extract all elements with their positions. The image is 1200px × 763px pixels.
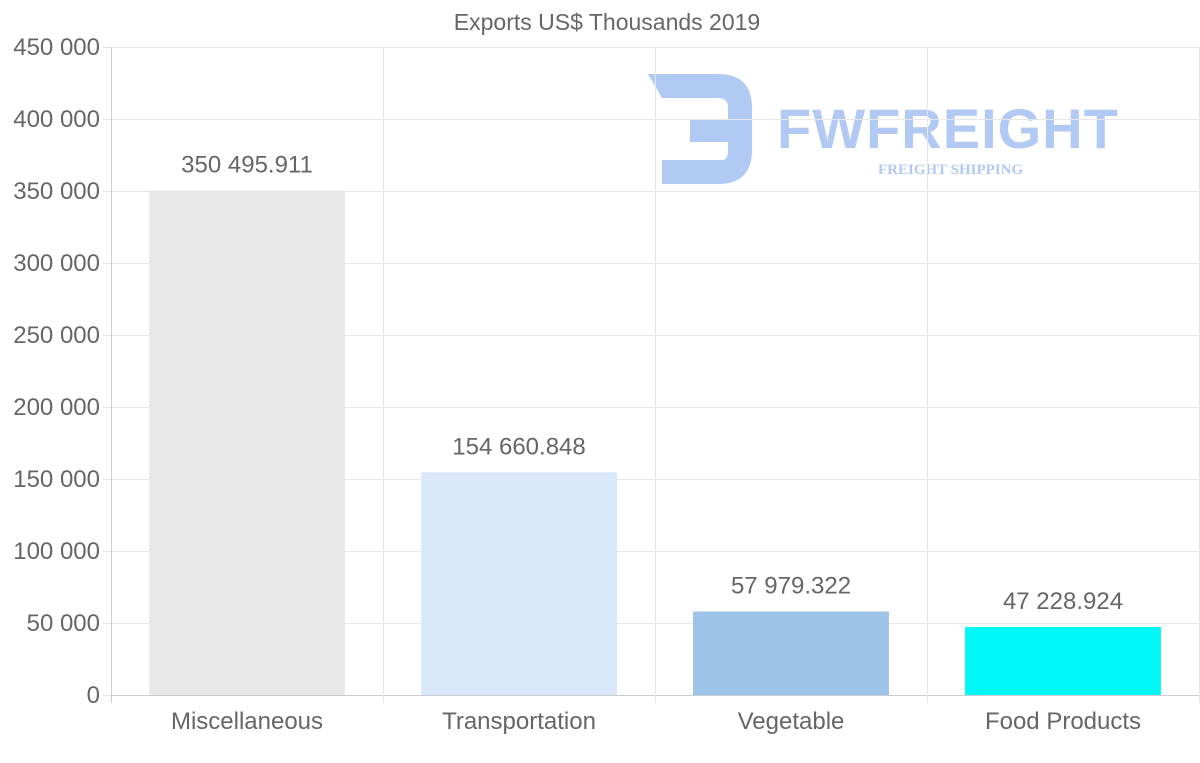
y-tick-label: 50 000 (27, 610, 100, 637)
bar-series (149, 190, 1161, 695)
y-tick-label: 350 000 (13, 178, 100, 205)
x-tick-label: Miscellaneous (171, 708, 323, 735)
y-axis-tick-labels: 0 50 000 100 000 150 000 200 000 250 000 300 0… (13, 34, 100, 709)
watermark-tagline: FREIGHT SHIPPING (878, 162, 1023, 178)
bar-miscellaneous (149, 190, 345, 695)
x-tick-label: Food Products (985, 708, 1141, 735)
x-tick-label: Vegetable (738, 708, 845, 735)
bar-vegetable (693, 611, 889, 695)
y-tick-label: 250 000 (13, 322, 100, 349)
data-label: 350 495.911 (181, 151, 313, 178)
y-tick-label: 400 000 (13, 106, 100, 133)
data-labels: 350 495.911 154 660.848 57 979.322 47 228.9… (181, 151, 1123, 615)
y-tick-label: 300 000 (13, 250, 100, 277)
y-tick-label: 100 000 (13, 538, 100, 565)
y-tick-label: 450 000 (13, 34, 100, 61)
data-label: 47 228.924 (1003, 588, 1123, 615)
chart-title: Exports US$ Thousands 2019 (454, 9, 760, 35)
y-tick-label: 200 000 (13, 394, 100, 421)
x-tick-label: Transportation (442, 708, 596, 735)
y-tick-label: 150 000 (13, 466, 100, 493)
data-label: 154 660.848 (452, 433, 585, 460)
bar-food-products (965, 626, 1161, 695)
fwfreight-watermark: FWFREIGHT FREIGHT SHIPPING (648, 74, 1119, 184)
fwfreight-logo-icon (648, 74, 752, 184)
y-tick-label: 0 (87, 682, 100, 709)
data-label: 57 979.322 (731, 573, 851, 600)
watermark-name: FWFREIGHT (777, 97, 1119, 160)
x-axis-tick-labels: Miscellaneous Transportation Vegetable Food… (171, 708, 1141, 735)
bar-transportation (421, 472, 617, 695)
